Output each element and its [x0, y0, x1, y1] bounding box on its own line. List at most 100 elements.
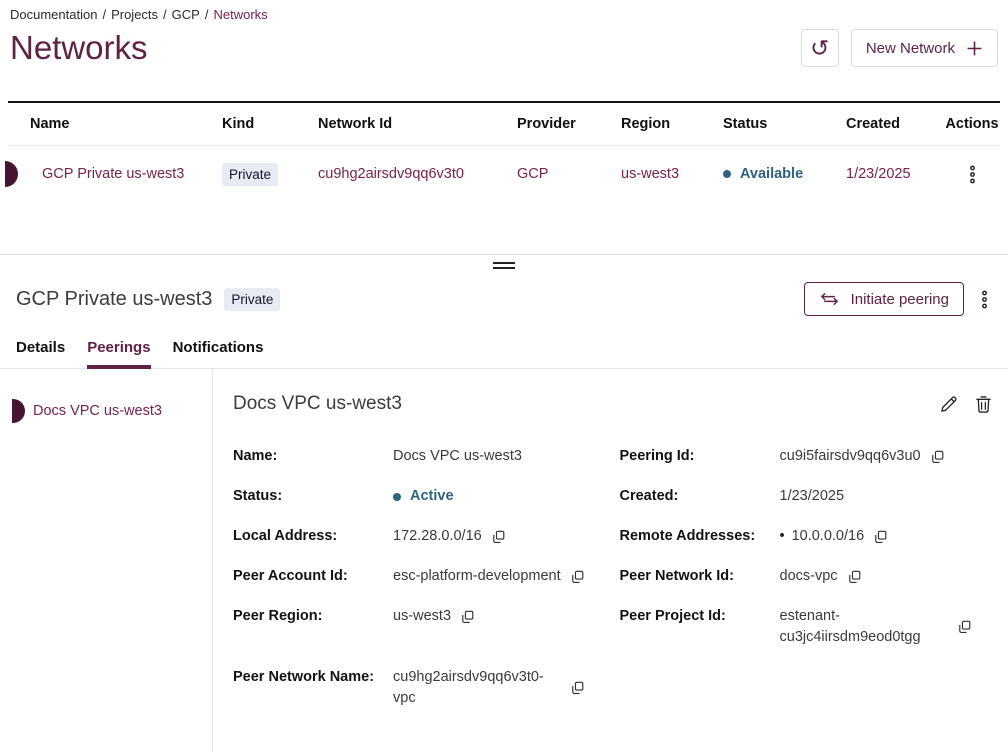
column-header-region: Region: [621, 116, 671, 132]
field-value-text: esc-platform-development: [393, 568, 561, 584]
field-label: Peer Project Id:: [619, 608, 726, 624]
kind-badge: Private: [224, 287, 281, 311]
peering-title: Docs VPC us-west3: [233, 393, 402, 414]
breadcrumb-link[interactable]: GCP: [171, 7, 200, 22]
status-dot-icon: [723, 170, 731, 178]
field-value: 172.28.0.0/16: [393, 526, 606, 547]
column-header-provider: Provider: [517, 116, 576, 132]
field-row: Status: Active: [233, 486, 606, 507]
delete-peering-button[interactable]: [975, 395, 992, 414]
breadcrumb-link[interactable]: Projects: [111, 7, 159, 22]
tab-notifications[interactable]: Notifications: [172, 339, 264, 356]
field-row: Peer Network Id: docs-vpc: [620, 566, 993, 587]
row-indicator: [12, 399, 25, 423]
cell-name[interactable]: GCP Private us-west3: [42, 166, 185, 182]
cell-created: 1/23/2025: [846, 166, 911, 182]
cell-network-id: cu9hg2airsdv9qq6v3t0: [318, 166, 464, 182]
cell-status: Available: [723, 166, 846, 182]
field-row: Local Address: 172.28.0.0/16: [233, 526, 606, 547]
copy-button[interactable]: [958, 620, 971, 634]
breadcrumb-separator: /: [204, 7, 209, 22]
peerings-sidebar: Docs VPC us-west3: [0, 369, 213, 752]
breadcrumb-separator: /: [102, 7, 107, 22]
field-value-text: cu9hg2airsdv9qq6v3t0-vpc: [393, 669, 544, 706]
copy-icon: [571, 570, 583, 583]
copy-icon: [492, 530, 505, 543]
field-label: Local Address:: [233, 528, 338, 544]
detail-title: GCP Private us-west3: [16, 287, 213, 310]
field-row: Created: 1/23/2025: [620, 486, 993, 507]
field-row: Peer Project Id: estenant-cu3jc4iirsdm9e…: [620, 606, 993, 648]
row-kebab-menu-button[interactable]: [965, 161, 980, 188]
table-row[interactable]: GCP Private us-west3 Private cu9hg2airsd…: [5, 146, 1000, 202]
field-label: Name:: [233, 448, 278, 464]
field-label: Created:: [619, 488, 679, 504]
copy-button[interactable]: [571, 570, 584, 584]
peering-fields: Name: Docs VPC us-west3 Peering Id: cu9i…: [233, 446, 992, 709]
field-label: Status:: [233, 488, 283, 504]
field-label: Remote Addresses:: [619, 528, 756, 544]
peering-panel: Docs VPC us-west3 Name: Docs VPC us-west…: [213, 369, 1008, 752]
column-header-network-id: Network Id: [318, 116, 393, 132]
field-value: us-west3: [393, 606, 606, 627]
copy-button[interactable]: [931, 450, 944, 464]
breadcrumb: Documentation / Projects / GCP / Networks: [8, 0, 1000, 22]
copy-icon: [958, 620, 970, 634]
breadcrumb-current: Networks: [213, 7, 268, 22]
page-title: Networks: [10, 29, 148, 66]
list-bullet: •: [779, 528, 785, 544]
field-value: Active: [393, 486, 606, 507]
cell-region: us-west3: [621, 166, 680, 182]
initiate-peering-label: Initiate peering: [850, 290, 949, 308]
network-detail-section: GCP Private us-west3 Private Initiate pe…: [0, 269, 1008, 752]
initiate-peering-button[interactable]: Initiate peering: [803, 282, 964, 316]
field-value-text: Docs VPC us-west3: [393, 448, 522, 464]
field-label: Peering Id:: [619, 448, 695, 464]
refresh-button[interactable]: ↺: [800, 29, 839, 67]
copy-button[interactable]: [571, 681, 584, 695]
breadcrumb-link[interactable]: Documentation: [10, 7, 98, 22]
networks-list-section: Documentation / Projects / GCP / Networks Netw…: [0, 0, 1008, 202]
copy-icon: [848, 570, 860, 583]
field-value: Docs VPC us-west3: [393, 446, 606, 467]
resize-drag-handle[interactable]: [493, 262, 515, 269]
tab-details[interactable]: Details: [16, 339, 66, 356]
column-header-name: Name: [30, 116, 70, 132]
field-label: Peer Network Id:: [619, 568, 734, 584]
tab-peerings[interactable]: Peerings: [87, 339, 151, 369]
copy-icon: [462, 610, 474, 623]
copy-icon: [875, 530, 887, 543]
cell-actions: [944, 161, 1000, 188]
field-value-text: 1/23/2025: [779, 488, 845, 504]
field-label: Peer Region:: [233, 608, 323, 624]
field-value: cu9i5fairsdv9qq6v3u0: [780, 446, 993, 467]
field-row: Remote Addresses: • 10.0.0.0/16: [620, 526, 993, 547]
column-header-kind: Kind: [222, 116, 255, 132]
row-indicator: [5, 161, 18, 187]
new-network-button[interactable]: New Network: [850, 29, 998, 67]
field-row: Name: Docs VPC us-west3: [233, 446, 606, 467]
sidebar-peering-item[interactable]: Docs VPC us-west3: [0, 397, 212, 425]
column-header-actions: Actions: [945, 116, 999, 132]
copy-button[interactable]: [461, 610, 474, 624]
networks-table-header: Name Kind Network Id Provider Region Status Cr…: [8, 103, 1000, 146]
edit-peering-button[interactable]: [939, 395, 958, 414]
field-value: cu9hg2airsdv9qq6v3t0-vpc: [393, 667, 606, 709]
field-label: Peer Account Id:: [233, 568, 348, 584]
field-value: 1/23/2025: [780, 486, 993, 507]
column-header-created: Created: [846, 116, 900, 132]
plus-icon: [967, 41, 982, 55]
column-header-status: Status: [723, 116, 768, 132]
copy-icon: [931, 450, 943, 463]
field-row: Peer Account Id: esc-platform-developmen…: [233, 566, 606, 587]
field-row: Peer Region: us-west3: [233, 606, 606, 648]
field-value: docs-vpc: [780, 566, 993, 587]
detail-tabs: Details Peerings Notifications: [0, 339, 1008, 369]
detail-kebab-menu-button[interactable]: [977, 286, 992, 313]
cell-kind: Private: [222, 162, 318, 186]
field-label: Peer Network Name:: [233, 669, 375, 685]
copy-button[interactable]: [848, 570, 861, 584]
copy-button[interactable]: [492, 530, 505, 544]
cell-provider: GCP: [517, 166, 549, 182]
copy-button[interactable]: [874, 530, 887, 544]
